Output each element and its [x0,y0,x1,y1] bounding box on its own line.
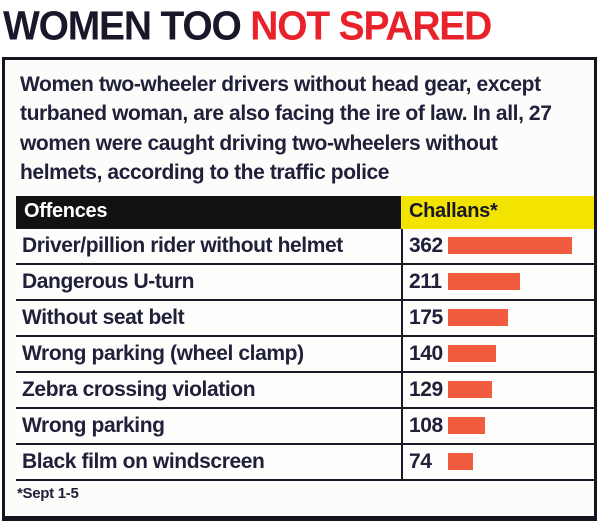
offence-label: Zebra crossing violation [22,377,256,401]
table-row: Wrong parking 108 [16,408,594,445]
challan-cell: 211 [401,264,594,299]
footnote: *Sept 1-5 [17,484,79,502]
challan-cell: 175 [401,300,594,335]
intro-text: Women two-wheeler drivers without head g… [20,73,552,185]
offence-label: Driver/pillion rider without helmet [22,233,343,257]
table-row: Zebra crossing violation 129 [16,372,594,409]
challan-bar [448,345,496,363]
challan-count: 362 [409,233,443,257]
table-row: Dangerous U-turn 211 [16,264,594,301]
challan-count: 211 [409,269,442,293]
table-row: Black film on windscreen 74 [16,444,594,481]
challan-bar [448,381,492,399]
offence-label: Without seat belt [22,305,185,329]
challan-cell: 140 [401,336,594,371]
challan-cell: 362 [401,228,594,263]
offence-label: Black film on windscreen [22,449,265,473]
content-box: Women two-wheeler drivers without head g… [2,57,597,521]
title-part-navy: WOMEN TOO [3,4,251,49]
offences-table: Offences Challans* Driver/pillion rider … [16,195,594,481]
challan-cell: 108 [401,408,594,443]
title-part-red: NOT SPARED [250,4,492,49]
challan-count: 108 [409,413,443,437]
challan-bar [448,309,508,327]
page-title: WOMEN TOO NOT SPARED [0,0,600,55]
table-row: Driver/pillion rider without helmet 362 [16,228,594,265]
challan-bar [448,417,485,435]
offences-column-header: Offences [16,195,401,229]
offence-label: Wrong parking [22,413,165,437]
challans-column-header: Challans* [401,195,594,229]
challan-count: 140 [409,341,443,365]
challan-bar [448,273,520,291]
offence-label: Wrong parking (wheel clamp) [22,341,304,365]
challan-count: 175 [409,305,443,329]
challan-bar [448,453,473,471]
challan-count: 129 [409,377,443,401]
table-row: Wrong parking (wheel clamp) 140 [16,336,594,373]
table-row: Without seat belt 175 [16,300,594,337]
challan-cell: 129 [401,372,594,407]
challan-cell: 74 [401,444,594,479]
table-header: Offences Challans* [16,195,594,229]
challan-bar [448,237,572,255]
challan-count: 74 [409,449,432,473]
offence-label: Dangerous U-turn [22,269,195,293]
